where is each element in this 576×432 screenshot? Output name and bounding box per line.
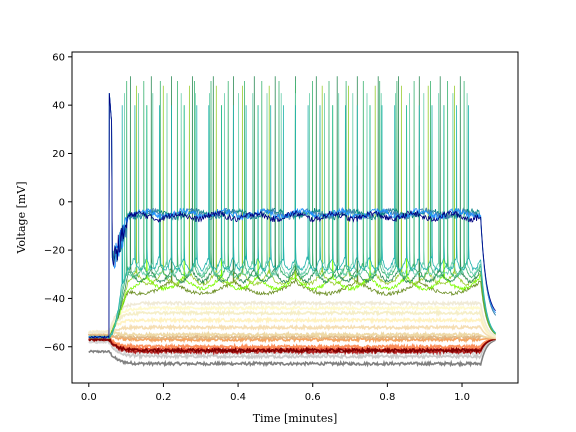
- voltage-trace-spike: [88, 76, 496, 340]
- y-tick-label: 0: [59, 197, 65, 208]
- x-tick-label: 1.0: [454, 392, 470, 403]
- y-tick-label: 40: [52, 101, 65, 112]
- voltage-trace-sub: [88, 331, 496, 342]
- x-axis-ticks: 0.0 0.2 0.4 0.6 0.8 1.0: [81, 383, 470, 403]
- voltage-trace-spike: [88, 80, 496, 339]
- y-tick-label: 60: [52, 52, 65, 63]
- y-axis-label: Voltage [mV]: [15, 181, 28, 254]
- voltage-trace-sub: [88, 308, 496, 338]
- voltage-trace-sub: [88, 323, 496, 339]
- voltage-trace-hyper: [88, 334, 496, 351]
- y-axis-ticks: −60 −40 −20 0 20 40 60: [44, 52, 72, 353]
- voltage-trace-spike: [88, 105, 496, 339]
- voltage-trace-spike: [88, 165, 496, 339]
- voltage-trace-hyper: [88, 339, 496, 368]
- voltage-traces: [88, 76, 496, 368]
- y-tick-label: −20: [44, 246, 65, 257]
- voltage-trace-hyper: [88, 337, 496, 355]
- voltage-trace-hyper: [88, 338, 496, 361]
- voltage-trace-spike: [88, 105, 496, 339]
- voltage-trace-block: [88, 93, 496, 339]
- voltage-trace-sub: [88, 303, 496, 338]
- x-tick-label: 0.0: [81, 392, 97, 403]
- voltage-trace-sub: [88, 315, 496, 338]
- voltage-trace-sub: [88, 329, 496, 339]
- x-tick-label: 0.8: [379, 392, 395, 403]
- y-tick-label: −40: [44, 294, 65, 305]
- voltage-trace-block: [88, 93, 496, 339]
- x-tick-label: 0.4: [230, 392, 246, 403]
- voltage-trace-block: [88, 93, 496, 339]
- voltage-trace-spike: [88, 85, 496, 339]
- plot-frame: [71, 51, 519, 384]
- x-tick-label: 0.2: [155, 392, 171, 403]
- y-tick-label: −60: [44, 342, 65, 353]
- y-tick-label: 20: [52, 149, 65, 160]
- voltage-trace-sub: [88, 299, 496, 337]
- x-tick-label: 0.6: [305, 392, 321, 403]
- x-axis-label: Time [minutes]: [253, 412, 338, 425]
